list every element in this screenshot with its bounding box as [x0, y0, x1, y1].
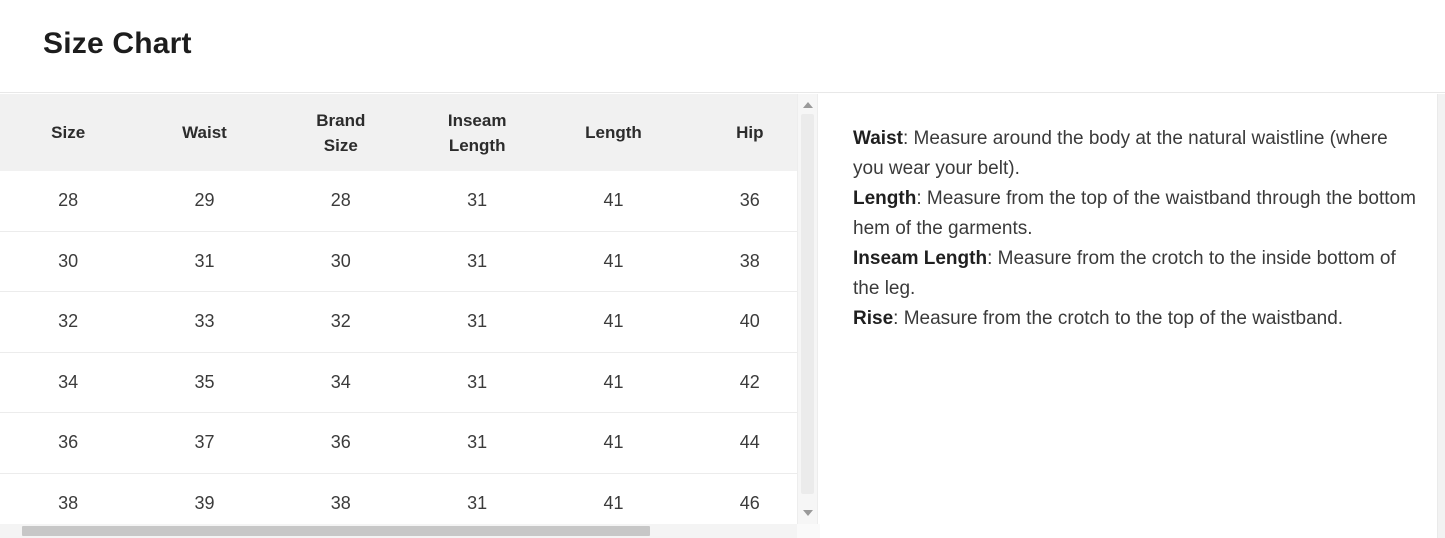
- table-cell: 31: [467, 311, 488, 332]
- table-horizontal-scrollbar[interactable]: [0, 524, 797, 538]
- table-row: 36 37 36 31 41 44: [0, 413, 818, 474]
- measurement-instructions-pane: Waist: Measure around the body at the na…: [820, 94, 1437, 538]
- table-cell: 44: [739, 432, 760, 453]
- column-header-size: Size: [51, 123, 86, 142]
- table-cell: 41: [603, 493, 624, 514]
- table-cell: 38: [330, 493, 351, 514]
- instruction-item: Waist: Measure around the body at the na…: [853, 124, 1421, 184]
- table-row: 34 35 34 31 41 42: [0, 352, 818, 413]
- table-vertical-scrollbar[interactable]: [797, 94, 818, 524]
- instruction-item: Rise: Measure from the crotch to the top…: [853, 304, 1421, 334]
- instruction-term: Length: [853, 188, 917, 209]
- table-cell: 32: [58, 311, 79, 332]
- instruction-text: Measure from the crotch to the top of th…: [903, 308, 1344, 329]
- table-cell: 34: [58, 371, 79, 392]
- column-header-inseam-length: Inseam Length: [447, 110, 507, 155]
- table-cell: 33: [194, 311, 215, 332]
- table-cell: 28: [58, 190, 79, 211]
- table-body: 28 29 28 31 41 36 30 31 30 31 41 38 32 33 32 31 41 40 34 35…: [0, 171, 818, 534]
- table-cell: 36: [58, 432, 79, 453]
- instruction-separator: :: [902, 128, 914, 149]
- table-cell: 28: [330, 190, 351, 211]
- table-cell: 30: [58, 250, 79, 271]
- table-row: 30 31 30 31 41 38: [0, 231, 818, 292]
- table-cell: 41: [603, 190, 624, 211]
- instruction-text: Measure around the body at the natural w…: [853, 128, 1388, 179]
- column-header-length: Length: [585, 123, 642, 142]
- instruction-term: Waist: [853, 128, 903, 149]
- page-title: Size Chart: [43, 27, 192, 60]
- vertical-scrollbar-thumb[interactable]: [801, 114, 814, 494]
- table-cell: 41: [603, 371, 624, 392]
- table-cell: 31: [467, 371, 488, 392]
- instruction-term: Inseam Length: [853, 248, 988, 269]
- table-cell: 31: [467, 493, 488, 514]
- table-cell: 30: [330, 250, 351, 271]
- instruction-text: Measure from the top of the waistband th…: [853, 188, 1416, 239]
- table-cell: 31: [194, 250, 215, 271]
- table-row: 32 33 32 31 41 40: [0, 292, 818, 353]
- table-row: 38 39 38 31 41 46: [0, 473, 818, 534]
- size-table-pane: Size Waist Brand Size Inseam Length Length Hi…: [0, 94, 820, 538]
- table-cell: 42: [739, 371, 760, 392]
- table-cell: 37: [194, 432, 215, 453]
- table-header-row: Size Waist Brand Size Inseam Length Length Hi…: [0, 94, 818, 171]
- instruction-term: Rise: [853, 308, 894, 329]
- instruction-text: Measure from the crotch to the inside bo…: [853, 248, 1396, 299]
- content-area: Size Waist Brand Size Inseam Length Length Hi…: [0, 94, 1445, 538]
- column-header-hip: Hip: [736, 123, 764, 142]
- instruction-item: Length: Measure from the top of the wais…: [853, 184, 1421, 244]
- table-cell: 41: [603, 250, 624, 271]
- table-cell: 34: [330, 371, 351, 392]
- table-cell: 41: [603, 311, 624, 332]
- table-cell: 35: [194, 371, 215, 392]
- table-cell: 31: [467, 250, 488, 271]
- table-cell: 32: [330, 311, 351, 332]
- page-vertical-scrollbar[interactable]: [1437, 94, 1445, 538]
- instruction-separator: :: [987, 248, 998, 269]
- instructions-text: Waist: Measure around the body at the na…: [820, 94, 1421, 334]
- table-cell: 38: [739, 250, 760, 271]
- column-header-waist: Waist: [182, 123, 227, 142]
- table-cell: 40: [739, 311, 760, 332]
- table-cell: 31: [467, 190, 488, 211]
- table-cell: 39: [194, 493, 215, 514]
- table-cell: 36: [739, 190, 760, 211]
- instruction-separator: :: [916, 188, 927, 209]
- scroll-up-arrow-icon[interactable]: [802, 102, 813, 108]
- table-row: 28 29 28 31 41 36: [0, 171, 818, 232]
- instruction-item: Inseam Length: Measure from the crotch t…: [853, 244, 1421, 304]
- table-cell: 41: [603, 432, 624, 453]
- column-header-brand-size: Brand Size: [316, 110, 366, 155]
- table-cell: 31: [467, 432, 488, 453]
- table-cell: 38: [58, 493, 79, 514]
- table-cell: 29: [194, 190, 215, 211]
- instruction-separator: :: [893, 308, 904, 329]
- horizontal-scrollbar-thumb[interactable]: [22, 526, 650, 536]
- table-cell: 36: [330, 432, 351, 453]
- title-bar: Size Chart: [0, 0, 1445, 93]
- table-cell: 46: [739, 493, 760, 514]
- scroll-down-arrow-icon[interactable]: [802, 510, 813, 516]
- scrollbar-corner: [797, 524, 820, 538]
